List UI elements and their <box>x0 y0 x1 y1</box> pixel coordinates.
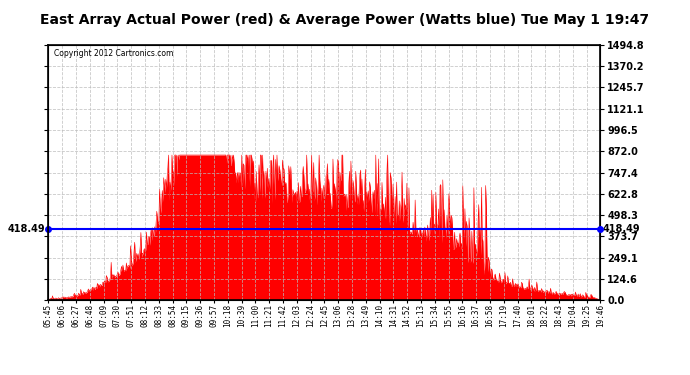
Text: Copyright 2012 Cartronics.com: Copyright 2012 Cartronics.com <box>54 49 173 58</box>
Text: 418.49: 418.49 <box>8 224 46 234</box>
Text: East Array Actual Power (red) & Average Power (Watts blue) Tue May 1 19:47: East Array Actual Power (red) & Average … <box>41 13 649 27</box>
Text: 418.49: 418.49 <box>603 224 641 234</box>
